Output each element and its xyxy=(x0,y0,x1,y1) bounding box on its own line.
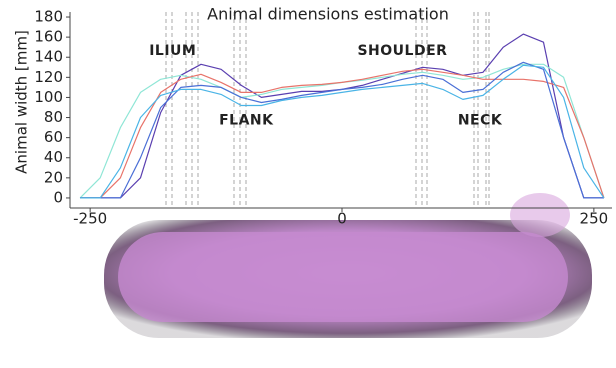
y-axis-label: Animal width [mm] xyxy=(13,30,31,174)
x-tick-label: 0 xyxy=(337,210,347,228)
dashed-markers xyxy=(166,12,489,208)
y-tick-label: 60 xyxy=(44,128,63,146)
y-tick-label: 160 xyxy=(34,28,63,46)
data-line xyxy=(80,69,604,198)
chart: Animal dimensions estimation Animal widt… xyxy=(0,0,616,368)
y-tick-label: 0 xyxy=(53,188,63,206)
y-tick-label: 40 xyxy=(44,148,63,166)
annotation: FLANK xyxy=(219,113,274,129)
x-tick-label: 250 xyxy=(580,210,609,228)
data-line xyxy=(80,65,604,198)
y-tick-label: 140 xyxy=(34,48,63,66)
y-tick-label: 20 xyxy=(44,168,63,186)
annotation: ILIUM xyxy=(149,43,196,59)
chart-title: Animal dimensions estimation xyxy=(207,5,449,24)
annotation: SHOULDER xyxy=(357,43,447,59)
y-tick-label: 80 xyxy=(44,108,63,126)
y-tick-label: 180 xyxy=(34,8,63,26)
annotation: NECK xyxy=(458,113,503,129)
x-tick-label: -250 xyxy=(73,210,107,228)
data-line xyxy=(80,64,604,198)
y-tick-label: 120 xyxy=(34,68,63,86)
point-cloud xyxy=(104,193,592,338)
y-tick-label: 100 xyxy=(34,88,63,106)
